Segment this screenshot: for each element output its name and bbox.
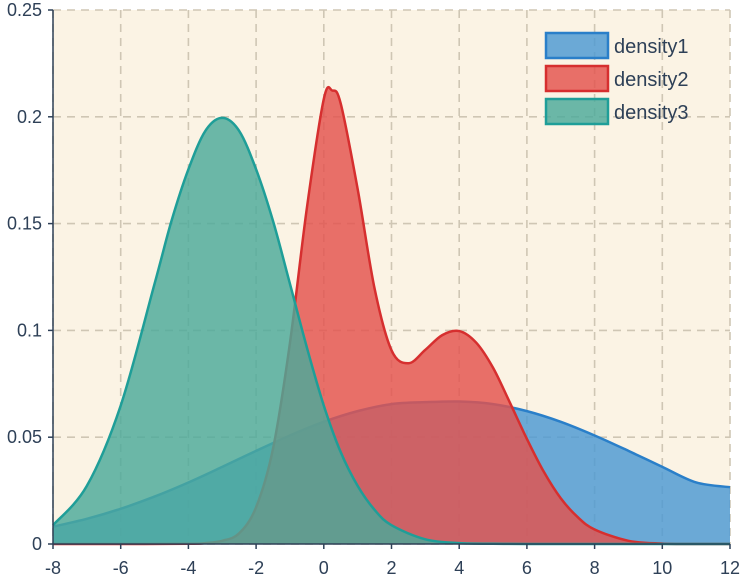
x-tick-label: -6 [113,558,129,578]
legend-label-density3: density3 [614,102,689,124]
series-area-density2 [53,87,730,545]
x-tick-label: 6 [522,558,532,578]
legend-swatch-density3 [544,97,610,126]
tick-labels: -8 -6 -4 -2 0 2 4 6 8 10 12 0 0.05 0.1 0.15 0.2 0.25 [7,0,740,578]
x-tick-label: 10 [652,558,672,578]
x-tick-label: 4 [454,558,464,578]
y-tick-label: 0.25 [7,0,42,20]
series-area-density3 [53,117,730,545]
x-tick-label: -8 [45,558,61,578]
legend-swatch-density2 [544,64,610,93]
x-tick-label: 8 [590,558,600,578]
y-tick-label: 0.2 [17,107,42,127]
y-tick-label: 0.1 [17,320,42,340]
x-tick-label: 12 [720,558,740,578]
axes [48,9,731,549]
y-tick-label: 0 [32,534,42,554]
x-tick-label: 2 [386,558,396,578]
legend-swatch-density1 [544,31,610,60]
legend: density1 density2 density3 [544,31,689,126]
legend-label-density2: density2 [614,69,689,91]
x-tick-label: -2 [248,558,264,578]
y-tick-label: 0.05 [7,427,42,447]
x-tick-label: 0 [319,558,329,578]
legend-label-density1: density1 [614,36,689,58]
x-tick-label: -4 [180,558,196,578]
y-tick-label: 0.15 [7,214,42,234]
